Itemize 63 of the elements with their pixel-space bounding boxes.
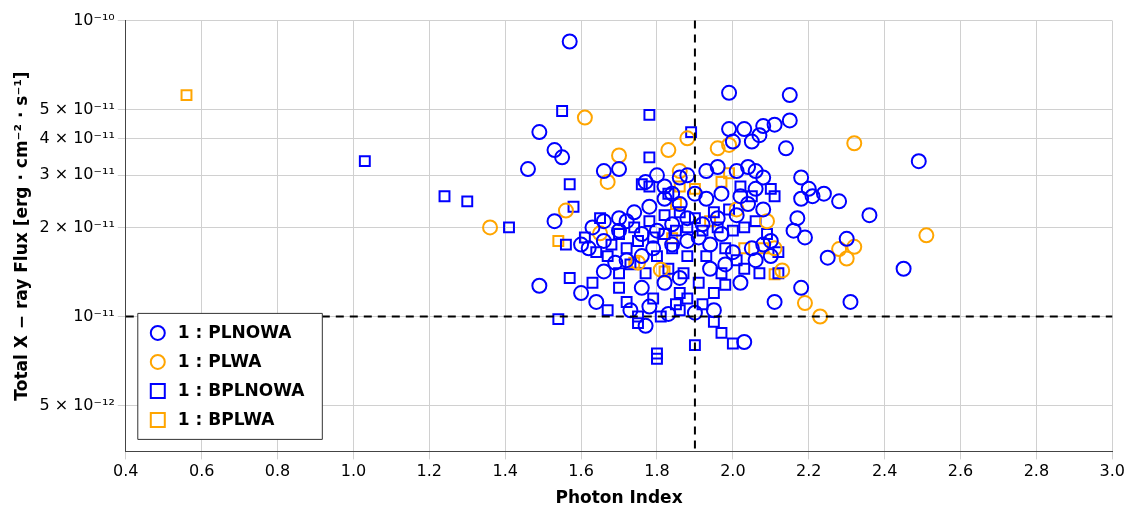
point	[704, 215, 717, 228]
point	[660, 142, 677, 159]
y-tick-label: 10⁻¹¹	[73, 305, 115, 325]
point	[557, 202, 574, 219]
legend-label: 1 : PLNOWA	[177, 322, 293, 343]
point	[846, 238, 863, 255]
x-tick-label: 2.2	[796, 461, 822, 481]
point	[688, 182, 701, 195]
x-tick-label: 3.0	[1099, 461, 1125, 481]
point	[552, 235, 565, 247]
y-tick-label: 4 × 10⁻¹¹	[39, 127, 115, 147]
point	[759, 213, 776, 230]
point	[918, 227, 935, 244]
x-tick-label: 1.4	[492, 461, 518, 481]
point	[715, 175, 728, 188]
point	[482, 219, 499, 236]
point	[630, 254, 647, 271]
point	[628, 256, 641, 269]
legend-label: 1 : PLWA	[177, 351, 263, 372]
y-tick-label: 5 × 10⁻¹²	[39, 394, 115, 414]
x-axis-title: Photon Index	[555, 487, 683, 508]
x-tick-label: 1.6	[568, 461, 594, 481]
point	[658, 265, 671, 278]
y-tick-label: 10⁻¹⁰	[73, 9, 115, 29]
point	[768, 268, 781, 281]
point	[180, 89, 193, 102]
x-tick-label: 2.6	[947, 461, 974, 481]
point	[666, 232, 679, 245]
x-tick-label: 2.8	[1023, 461, 1050, 481]
y-tick-label: 2 × 10⁻¹¹	[39, 216, 115, 236]
point	[812, 308, 829, 325]
legend-label: 1 : BPLNOWA	[177, 380, 306, 401]
point	[576, 109, 593, 126]
point	[766, 240, 783, 257]
legend-label: 1 : BPLWA	[177, 409, 276, 430]
y-axis-title: Total X − ray Flux [erg · cm⁻² · s⁻¹]	[10, 71, 31, 401]
point	[846, 135, 863, 152]
point	[611, 147, 628, 164]
x-tick-label: 2.4	[871, 461, 898, 481]
point	[757, 242, 770, 255]
point	[728, 201, 745, 218]
point	[673, 180, 686, 193]
x-tick-label: 0.6	[188, 461, 215, 481]
point	[671, 163, 688, 180]
x-tick-label: 1.2	[416, 461, 443, 481]
point	[652, 261, 669, 278]
x-tick-label: 2.0	[720, 461, 746, 481]
x-tick-label: 0.8	[264, 461, 291, 481]
x-tick-label: 1.0	[340, 461, 367, 481]
point	[599, 173, 616, 190]
y-tick-label: 5 × 10⁻¹¹	[39, 98, 115, 118]
point	[738, 242, 751, 255]
point	[796, 295, 813, 312]
point	[774, 262, 791, 279]
x-tick-label: 1.8	[644, 461, 670, 481]
point	[679, 130, 696, 147]
x-tick-label: 0.4	[113, 461, 139, 481]
point	[592, 225, 609, 242]
point	[723, 167, 736, 180]
point	[838, 250, 855, 267]
point	[831, 241, 848, 258]
y-tick-label: 3 × 10⁻¹¹	[39, 164, 115, 184]
point	[709, 140, 726, 157]
